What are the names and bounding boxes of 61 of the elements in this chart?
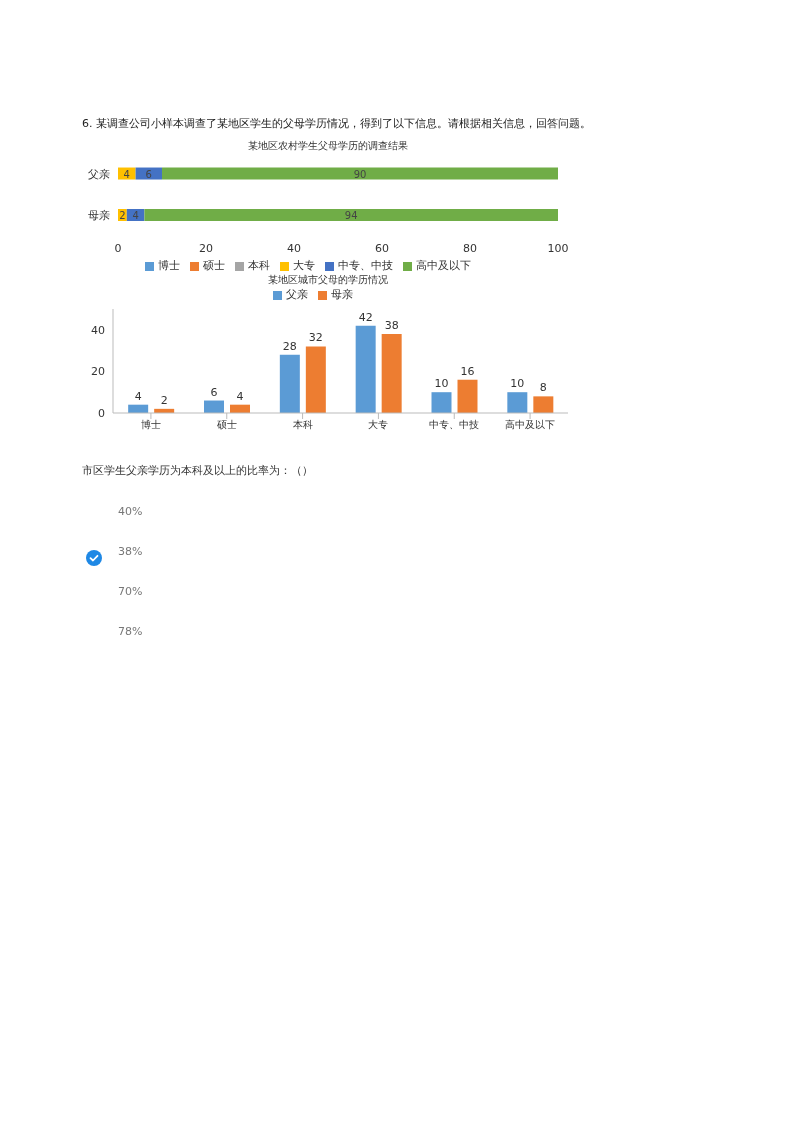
x-tick-label: 本科 (292, 419, 313, 431)
text: 78% (118, 625, 143, 638)
data-label: 38 (384, 318, 399, 332)
bar (507, 392, 528, 413)
x-tick-label: 博士 (140, 419, 161, 431)
bar (381, 333, 402, 413)
legend-label: 大专 (293, 259, 315, 272)
bar (431, 392, 452, 413)
x-tick-label: 大专 (368, 419, 389, 431)
bar (457, 379, 478, 413)
data-label: 6 (210, 385, 218, 399)
x-tick-label: 硕士 (215, 419, 237, 431)
chart-title: 某地区农村学生父母学历的调查结果 (247, 139, 409, 153)
x-tick-label: 20 (199, 241, 213, 255)
y-tick-label: 0 (98, 406, 105, 420)
legend-label: 高中及以下 (416, 259, 471, 272)
data-label: 42 (358, 310, 373, 324)
y-tick-label: 父亲 (88, 167, 110, 181)
data-label: 8 (539, 381, 547, 395)
x-tick-label: 高中及以下 (505, 419, 556, 431)
y-tick-label: 母亲 (88, 209, 110, 223)
data-label: 28 (282, 339, 297, 353)
data-label: 6 (145, 168, 152, 180)
x-tick-label: 40 (287, 241, 301, 255)
data-label: 94 (344, 210, 358, 222)
legend-label: 父亲 (286, 288, 308, 301)
bar (305, 346, 326, 413)
legend-label: 中专、中技 (338, 259, 393, 272)
legend-label: 博士 (158, 259, 180, 272)
data-label: 10 (510, 377, 525, 391)
text: 70% (118, 585, 143, 598)
data-label: 4 (134, 389, 142, 403)
legend-label: 硕士 (203, 259, 225, 272)
y-tick-label: 20 (91, 365, 105, 379)
bar (162, 167, 558, 180)
data-label: 10 (434, 377, 449, 391)
bar (144, 209, 558, 222)
text: 市区学生父亲学历为本科及以上的比率为：（） (82, 464, 313, 477)
bar (279, 354, 300, 413)
legend-label: 母亲 (331, 288, 353, 301)
data-label: 32 (308, 331, 323, 345)
data-label: 90 (353, 168, 367, 180)
legend-label: 本科 (248, 259, 270, 272)
text: 38% (118, 545, 143, 558)
data-label: 4 (123, 168, 130, 180)
chart-title: 某地区城市父母的学历情况 (267, 273, 389, 287)
x-tick-label: 80 (463, 241, 477, 255)
bar (355, 325, 376, 413)
data-label: 4 (236, 389, 244, 403)
x-tick-label: 60 (375, 241, 389, 255)
data-label: 2 (160, 393, 168, 407)
data-label: 2 (119, 210, 126, 222)
text: 6. 某调查公司小样本调查了某地区学生的父母学历情况，得到了以下信息。请根据相关信息，回答问题。 (82, 116, 592, 131)
y-tick-label: 40 (91, 323, 105, 337)
data-label: 16 (460, 364, 475, 378)
data-label: 4 (132, 210, 139, 222)
text: 40% (118, 505, 143, 518)
x-tick-label: 中专、中技 (429, 419, 480, 431)
x-tick-label: 0 (114, 241, 122, 255)
bar (533, 396, 554, 413)
x-tick-label: 100 (547, 241, 569, 255)
